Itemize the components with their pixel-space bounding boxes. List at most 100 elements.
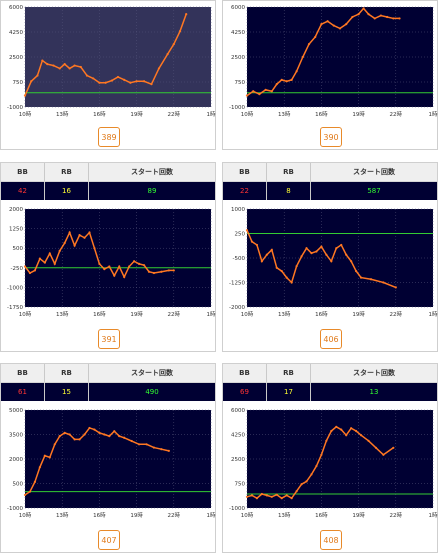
data-point bbox=[88, 231, 91, 234]
data-point bbox=[351, 15, 354, 19]
y-tick-label: 1250 bbox=[9, 227, 23, 233]
y-tick-label: 500 bbox=[13, 482, 24, 488]
data-point bbox=[362, 7, 365, 10]
data-point bbox=[305, 247, 308, 250]
data-point bbox=[83, 236, 86, 239]
data-point bbox=[172, 43, 175, 46]
data-point bbox=[369, 278, 373, 281]
data-point bbox=[345, 434, 348, 437]
x-tick-label: 16時 bbox=[93, 310, 106, 318]
data-point bbox=[285, 80, 288, 83]
data-point bbox=[285, 494, 288, 497]
x-tick-label: 16時 bbox=[93, 511, 106, 519]
data-point bbox=[103, 433, 106, 436]
x-tick-label: 1時 bbox=[207, 110, 216, 118]
machine-card-391: BB RB スタート回数 42 16 89 2000 1250 500 -250 -10… bbox=[0, 162, 216, 352]
data-point bbox=[275, 266, 278, 269]
data-point bbox=[392, 17, 395, 20]
x-tick-label: 19時 bbox=[130, 110, 143, 118]
data-point bbox=[301, 55, 304, 59]
payout-line bbox=[24, 230, 174, 279]
y-tick-label: 1000 bbox=[231, 207, 245, 213]
data-point bbox=[130, 439, 133, 443]
data-point bbox=[245, 495, 249, 498]
start-value: 89 bbox=[147, 187, 157, 195]
data-point bbox=[43, 261, 46, 264]
data-point bbox=[373, 17, 376, 20]
data-point bbox=[260, 260, 263, 263]
machine-card-408: BB RB スタート回数 69 17 13 6000 4250 2500 750 -10… bbox=[222, 363, 438, 553]
data-point bbox=[116, 75, 120, 79]
data-point bbox=[167, 269, 170, 272]
data-point bbox=[98, 431, 101, 434]
data-point bbox=[166, 53, 169, 56]
machine-card-390: 6000 4250 2500 750 -1000 10時 13時 16時 19時 22時 1時 39… bbox=[222, 0, 438, 150]
machine-number-button-390[interactable]: 390 bbox=[320, 127, 342, 147]
data-point bbox=[178, 30, 182, 33]
data-point bbox=[118, 435, 121, 438]
bb-value: 69 bbox=[223, 383, 267, 401]
data-point bbox=[68, 433, 71, 436]
data-point bbox=[394, 286, 397, 289]
data-point bbox=[133, 260, 136, 263]
x-tick-label: 22時 bbox=[390, 110, 403, 118]
data-point bbox=[172, 269, 175, 272]
data-point bbox=[359, 276, 363, 279]
machine-number-button-406[interactable]: 406 bbox=[320, 329, 342, 349]
rb-value: 17 bbox=[267, 383, 311, 401]
data-point bbox=[367, 439, 370, 442]
data-point bbox=[145, 443, 148, 446]
x-tick-label: 16時 bbox=[315, 511, 328, 519]
x-tick-label: 10時 bbox=[19, 310, 32, 318]
data-point bbox=[270, 248, 273, 251]
data-point bbox=[280, 78, 283, 81]
machine-number-button-408[interactable]: 408 bbox=[320, 530, 342, 550]
bb-header: BB bbox=[1, 163, 45, 181]
machine-number-button-407[interactable]: 407 bbox=[98, 530, 120, 550]
data-point bbox=[118, 265, 121, 268]
y-tick-label: -1000 bbox=[7, 285, 23, 291]
x-tick-label: 19時 bbox=[352, 110, 365, 118]
bb-header: BB bbox=[223, 163, 267, 181]
data-point bbox=[123, 436, 126, 439]
y-tick-label: 2500 bbox=[9, 55, 23, 61]
data-point bbox=[135, 80, 138, 83]
data-point bbox=[23, 94, 27, 97]
data-point bbox=[28, 271, 32, 275]
data-point bbox=[78, 234, 81, 237]
data-point bbox=[258, 93, 261, 96]
machine-card-407: BB RB スタート回数 61 15 490 5000 3500 2000 500 -1… bbox=[0, 363, 216, 553]
start-header: スタート回数 bbox=[353, 168, 395, 176]
data-point bbox=[98, 81, 101, 84]
data-point bbox=[265, 494, 268, 497]
data-point bbox=[252, 90, 255, 93]
data-point bbox=[310, 473, 313, 476]
x-tick-label: 19時 bbox=[130, 511, 143, 519]
x-tick-label: 1時 bbox=[429, 511, 438, 519]
machine-number-button-391[interactable]: 391 bbox=[98, 329, 120, 349]
data-point bbox=[157, 67, 161, 70]
y-tick-label: 2000 bbox=[9, 207, 23, 213]
data-point bbox=[63, 241, 66, 245]
start-value: 490 bbox=[145, 388, 159, 396]
data-point bbox=[280, 269, 283, 273]
stats-table-391: BB RB スタート回数 42 16 89 bbox=[1, 163, 215, 200]
data-point bbox=[307, 43, 311, 46]
bb-header: BB bbox=[1, 364, 45, 382]
data-point bbox=[326, 20, 329, 23]
data-point bbox=[63, 431, 66, 434]
start-header: スタート回数 bbox=[131, 369, 173, 377]
data-point bbox=[295, 265, 298, 268]
data-point bbox=[73, 64, 76, 67]
y-tick-label: 750 bbox=[235, 482, 246, 488]
data-point bbox=[58, 435, 61, 438]
data-point bbox=[335, 425, 338, 428]
data-point bbox=[315, 464, 318, 468]
data-point bbox=[36, 74, 39, 77]
y-tick-label: 3500 bbox=[9, 433, 23, 439]
stats-table-408: BB RB スタート回数 69 17 13 bbox=[223, 364, 437, 401]
machine-number-button-389[interactable]: 389 bbox=[98, 127, 120, 147]
data-point bbox=[320, 245, 323, 248]
data-point bbox=[160, 270, 163, 273]
